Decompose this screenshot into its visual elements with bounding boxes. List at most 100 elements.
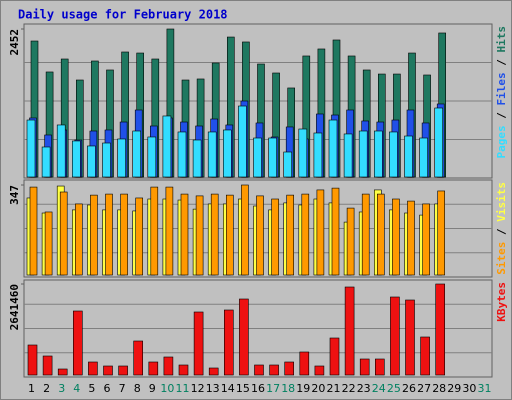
bar	[26, 119, 36, 178]
bar	[180, 193, 189, 276]
legend-entry: Pages	[495, 125, 508, 158]
bar	[27, 344, 38, 376]
legend-separator: /	[495, 106, 508, 126]
x-tick-label: 12	[191, 382, 205, 395]
bar	[118, 365, 128, 376]
bar	[226, 194, 234, 276]
bar	[420, 336, 430, 376]
chart-title: Daily usage for February 2018	[18, 8, 228, 22]
bar	[42, 355, 53, 376]
x-tick-label: 10	[160, 382, 174, 395]
bar	[253, 137, 262, 178]
bar	[331, 187, 340, 276]
x-tick-label: 4	[73, 382, 80, 395]
legend: Pages / Files / Hits	[495, 26, 508, 159]
bar	[120, 193, 128, 276]
legend-entry: Visits	[495, 182, 508, 222]
bar	[392, 198, 400, 276]
bar	[301, 193, 310, 276]
bar	[56, 124, 66, 178]
x-tick-label: 18	[281, 382, 295, 395]
x-tick-label: 3	[58, 382, 65, 395]
bar	[346, 207, 355, 276]
bar	[75, 203, 83, 276]
bar	[148, 361, 159, 376]
x-tick-label: 23	[357, 382, 371, 395]
bar	[162, 115, 172, 178]
x-tick-label: 11	[176, 382, 190, 395]
bar	[268, 137, 277, 178]
bar	[192, 139, 202, 178]
bar	[147, 136, 157, 178]
bar	[193, 311, 204, 376]
legend-separator: /	[495, 53, 508, 73]
bar	[435, 283, 446, 376]
bar	[223, 129, 232, 178]
bar	[286, 194, 295, 276]
bar	[72, 140, 81, 178]
x-tick-label: 1	[28, 382, 35, 395]
bar	[88, 361, 98, 376]
bar	[207, 131, 217, 178]
x-tick-label: 5	[88, 382, 95, 395]
x-tick-label: 7	[119, 382, 126, 395]
legend-entry: Files	[495, 72, 508, 105]
y-tick-label: 347	[8, 185, 21, 205]
x-tick-label: 8	[134, 382, 141, 395]
bar	[135, 197, 143, 276]
bar	[329, 337, 340, 376]
bar	[178, 364, 189, 376]
bar	[313, 132, 323, 178]
bar	[407, 200, 415, 276]
bar	[41, 146, 51, 178]
x-tick-label: 24	[372, 382, 386, 395]
x-tick-label: 2	[43, 382, 50, 395]
legend-entry: Hits	[495, 26, 508, 53]
bar	[165, 186, 174, 276]
bar	[389, 131, 398, 178]
x-tick-label: 28	[432, 382, 446, 395]
bar	[437, 190, 446, 276]
bar	[358, 130, 368, 178]
legend-separator: /	[495, 222, 508, 242]
bar	[102, 142, 111, 178]
x-tick-label: 20	[311, 382, 325, 395]
bar	[404, 135, 413, 178]
bar	[269, 364, 279, 376]
legend: KBytes	[495, 282, 508, 322]
bar	[256, 195, 264, 276]
bar	[105, 193, 113, 276]
x-tick-label: 6	[104, 382, 111, 395]
bar	[343, 133, 353, 178]
bar	[419, 137, 428, 178]
x-tick-label: 9	[149, 382, 156, 395]
bar	[73, 310, 83, 376]
x-tick-label: 15	[236, 382, 250, 395]
x-tick-label: 26	[402, 382, 416, 395]
bar	[177, 131, 187, 178]
y-tick-label: 2452	[8, 29, 21, 56]
bar	[422, 203, 430, 276]
x-tick-label: 30	[462, 382, 476, 395]
bar	[328, 119, 338, 178]
bar	[239, 298, 249, 376]
bar	[299, 351, 310, 376]
bar	[210, 193, 219, 276]
bar	[90, 194, 98, 276]
bar	[132, 130, 141, 178]
bar	[434, 107, 444, 178]
y-tick-label: 2641460	[8, 284, 21, 330]
bar	[374, 358, 385, 376]
bar	[57, 368, 68, 376]
bar	[133, 340, 143, 376]
bar	[373, 130, 383, 178]
bar	[298, 128, 308, 178]
legend-entry: KBytes	[495, 282, 508, 322]
bar	[44, 211, 53, 276]
x-tick-label: 31	[478, 382, 492, 395]
x-tick-label: 29	[447, 382, 461, 395]
bar	[283, 151, 293, 178]
x-tick-label: 17	[266, 382, 280, 395]
x-tick-label: 19	[296, 382, 310, 395]
